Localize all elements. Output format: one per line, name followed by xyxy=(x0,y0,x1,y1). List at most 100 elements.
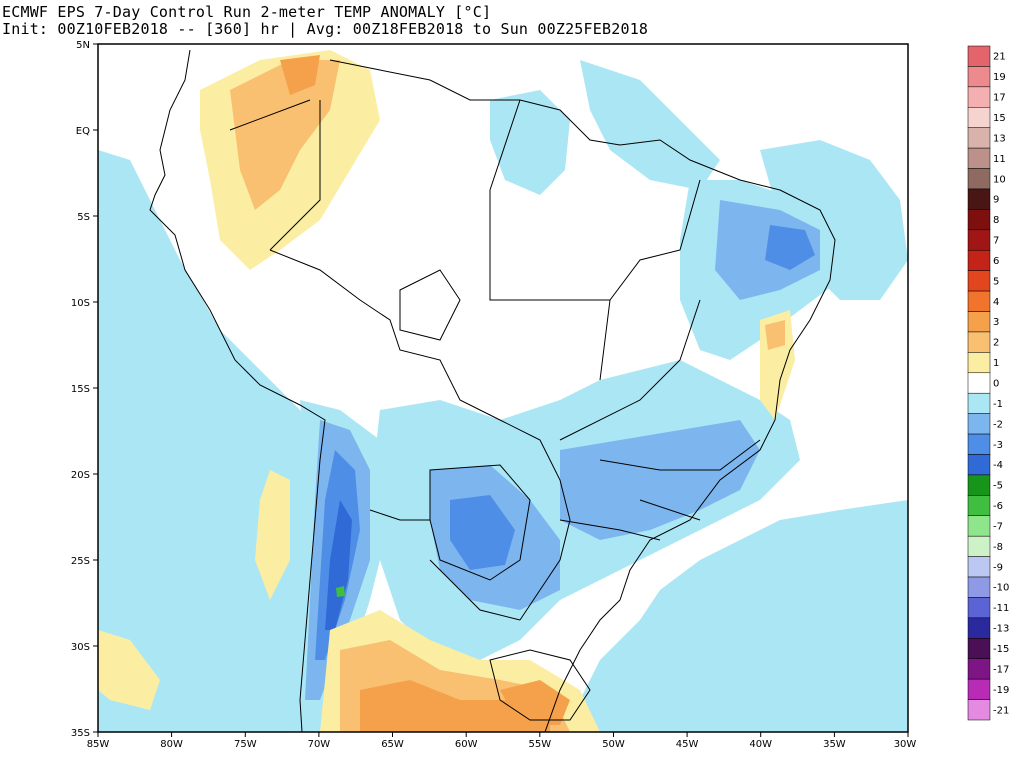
colorbar-swatch xyxy=(967,597,991,619)
colorbar-swatch xyxy=(967,331,991,353)
colorbar-swatch xyxy=(967,290,991,312)
colorbar-swatch xyxy=(967,352,991,374)
colorbar-label: -17 xyxy=(993,664,1009,675)
colorbar-label: -5 xyxy=(993,481,1003,492)
colorbar-swatch xyxy=(967,107,991,128)
argentina-warm3 xyxy=(360,680,550,732)
lon-label: 65W xyxy=(381,739,404,750)
colorbar-label: -19 xyxy=(993,685,1009,696)
colorbar-label: -15 xyxy=(993,644,1009,655)
colorbar-label: -8 xyxy=(993,542,1003,553)
bahia-warm-core xyxy=(765,320,785,350)
colorbar-swatch xyxy=(967,392,991,414)
colorbar-label: 13 xyxy=(993,133,1006,144)
colorbar-label: 8 xyxy=(993,215,999,226)
colorbar-swatch xyxy=(967,433,991,455)
lat-label: 10S xyxy=(71,298,90,309)
uruguay-warm xyxy=(500,680,570,725)
colorbar-label: 15 xyxy=(993,113,1006,124)
colorbar-swatch xyxy=(967,311,991,333)
lat-label: 35S xyxy=(71,728,90,739)
colorbar-label: 17 xyxy=(993,93,1006,104)
lon-label: 45W xyxy=(676,739,699,750)
colorbar-label: -10 xyxy=(993,583,1009,594)
lon-label: 40W xyxy=(749,739,772,750)
lon-label: 60W xyxy=(455,739,478,750)
colorbar-swatch xyxy=(967,168,991,190)
pacific-warm-patch xyxy=(98,630,160,710)
colorbar-label: 6 xyxy=(993,256,999,267)
colorbar-swatch xyxy=(967,372,991,394)
borders xyxy=(149,49,836,732)
southeast-cold-core xyxy=(560,420,760,540)
lat-label: 5N xyxy=(76,40,90,51)
colorbar-swatch xyxy=(967,249,991,271)
colorbar-label: 21 xyxy=(993,52,1006,63)
lon-label: 85W xyxy=(87,739,110,750)
colorbar-label: -4 xyxy=(993,460,1003,471)
lon-label: 35W xyxy=(823,739,846,750)
colorbar-label: -21 xyxy=(993,705,1009,716)
colorbar-swatch xyxy=(967,495,991,517)
colorbar-label: -13 xyxy=(993,624,1009,635)
southern-borders xyxy=(369,464,591,721)
colorbar-label: 0 xyxy=(993,379,999,390)
map-title: ECMWF EPS 7-Day Control Run 2-meter TEMP… xyxy=(2,3,492,21)
colorbar-swatch xyxy=(967,556,991,578)
lat-label: EQ xyxy=(76,126,90,137)
colorbar-label: -6 xyxy=(993,501,1003,512)
colorbar-label: 4 xyxy=(993,297,999,308)
lake-green-spot xyxy=(336,586,345,597)
colorbar-label: 11 xyxy=(993,154,1006,165)
lon-label: 30W xyxy=(894,739,917,750)
lat-label: 20S xyxy=(71,470,90,481)
lat-label: 5S xyxy=(77,212,90,223)
colorbar-swatch xyxy=(967,413,991,435)
colorbar-swatch xyxy=(967,474,991,496)
colorbar-swatch xyxy=(967,229,991,251)
north-coast-cold xyxy=(580,60,720,190)
lon-label: 50W xyxy=(602,739,625,750)
colorbar-label: 1 xyxy=(993,358,999,369)
colorbar-swatch xyxy=(967,86,991,108)
colorbar-swatch xyxy=(967,678,991,700)
northeast-deep-cold xyxy=(765,225,815,270)
northwest-amazon-warm2 xyxy=(230,60,340,210)
map-subtitle: Init: 00Z10FEB2018 -- [360] hr | Avg: 00… xyxy=(2,20,649,38)
northwest-amazon-warm3 xyxy=(280,55,320,95)
colorbar-label: 2 xyxy=(993,338,999,349)
lon-label: 80W xyxy=(160,739,183,750)
colorbar-label: -11 xyxy=(993,603,1009,614)
colorbar-swatch xyxy=(967,699,991,721)
lat-label: 30S xyxy=(71,642,90,653)
colorbar-swatch xyxy=(967,535,991,557)
colorbar-swatch xyxy=(967,270,991,292)
colorbar-label: 5 xyxy=(993,276,999,287)
colorbar-label: -7 xyxy=(993,521,1003,532)
lat-label: 15S xyxy=(71,384,90,395)
colorbar-swatch xyxy=(967,147,991,169)
colorbar-label: 9 xyxy=(993,195,999,206)
paraguay-cold-deep xyxy=(450,495,515,570)
colorbar-swatch xyxy=(967,658,991,680)
lon-label: 75W xyxy=(234,739,257,750)
colorbar-label: -2 xyxy=(993,419,1003,430)
lat-label: 25S xyxy=(71,556,90,567)
colorbar-label: -1 xyxy=(993,399,1003,410)
colorbar-label: 3 xyxy=(993,317,999,328)
colorbar-swatch xyxy=(967,127,991,149)
colorbar-swatch xyxy=(967,209,991,231)
state-lines xyxy=(229,99,761,541)
brazil-west-border xyxy=(269,249,571,621)
amazon-cold-patch xyxy=(490,90,570,195)
andes-coldest xyxy=(325,500,352,630)
colorbar-label: -3 xyxy=(993,440,1003,451)
colorbar-label: -9 xyxy=(993,562,1003,573)
atlantic-cold-anomaly xyxy=(580,500,908,732)
colorbar-label: 7 xyxy=(993,236,999,247)
lon-label: 55W xyxy=(528,739,551,750)
lon-label: 70W xyxy=(308,739,331,750)
colorbar-swatch xyxy=(967,45,991,67)
continent-coast-east xyxy=(329,59,836,732)
